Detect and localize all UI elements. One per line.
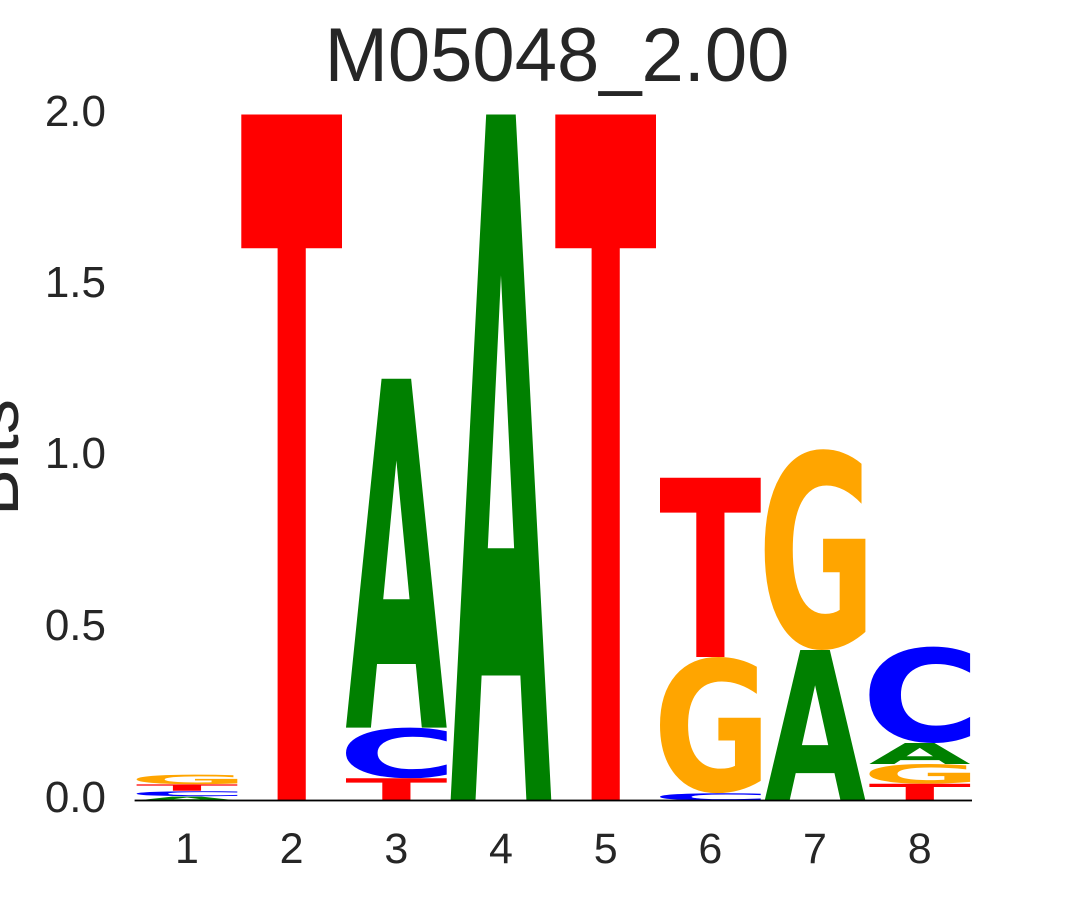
svg-text:Bits: Bits	[0, 399, 33, 516]
svg-text:2: 2	[280, 825, 304, 873]
svg-text:2.0: 2.0	[45, 87, 106, 136]
svg-text:7: 7	[803, 825, 827, 873]
svg-text:5: 5	[594, 825, 618, 873]
svg-text:1.0: 1.0	[45, 429, 106, 478]
svg-text:0.5: 0.5	[45, 601, 106, 650]
svg-text:1.5: 1.5	[45, 258, 106, 307]
svg-text:4: 4	[489, 825, 513, 873]
svg-text:8: 8	[908, 825, 932, 873]
svg-text:3: 3	[384, 825, 408, 873]
svg-text:1: 1	[175, 825, 199, 873]
svg-text:6: 6	[698, 825, 722, 873]
svg-text:0.0: 0.0	[45, 773, 106, 822]
svg-text:M05048_2.00: M05048_2.00	[325, 13, 790, 98]
